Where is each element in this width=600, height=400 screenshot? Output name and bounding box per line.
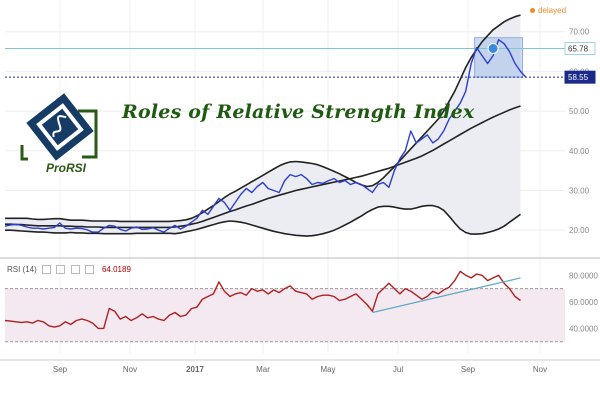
- prorsi-logo-icon: [20, 93, 98, 161]
- time-axis-label: Mar: [256, 365, 270, 374]
- rsi-band-fill: [5, 288, 565, 342]
- status-dot-icon: [530, 8, 535, 14]
- time-axis-label: Nov: [533, 365, 547, 374]
- middle-band-line: [5, 105, 521, 229]
- rsi-latest-value: 64.0189: [101, 265, 131, 274]
- logo-text: ProRSI: [46, 161, 87, 175]
- time-axis-label: Jul: [393, 365, 403, 374]
- price-badge-upper: [564, 41, 596, 55]
- time-axis-label: Nov: [123, 365, 137, 374]
- price-badge-upper-text: 65.78: [568, 44, 589, 53]
- upper-band-line: [5, 14, 521, 223]
- rsi-label: RSI (14): [7, 265, 37, 274]
- time-axis-label: Sep: [461, 365, 476, 374]
- chart-title: Roles of Relative Strength Index: [122, 101, 475, 123]
- price-axis-label: 40.00: [569, 147, 590, 156]
- price-line: [4, 39, 527, 233]
- price-axis-label: 30.00: [569, 186, 590, 195]
- rsi-line: [4, 270, 521, 330]
- rsi-trendline: [372, 277, 521, 314]
- delayed-indicator: delayed: [530, 6, 566, 15]
- more-icon[interactable]: [84, 265, 94, 275]
- time-axis-label: May: [320, 365, 335, 374]
- rsi-axis-label: 80.0000: [569, 271, 598, 280]
- price-axis-label: 50.00: [569, 107, 590, 116]
- close-icon[interactable]: [70, 265, 80, 275]
- delayed-label: delayed: [538, 6, 567, 15]
- rsi-axis-label: 60.0000: [569, 298, 598, 307]
- rsi-header: RSI (14) 64.0189: [7, 265, 131, 275]
- time-axis-label: Sep: [53, 365, 68, 374]
- settings-icon[interactable]: [56, 265, 66, 275]
- price-badge-lower: [564, 70, 596, 84]
- highlight-box: [474, 37, 524, 78]
- price-badge-lower-text: 58.55: [568, 73, 589, 82]
- rsi-axis-label: 40.0000: [569, 324, 598, 333]
- time-axis-label: 2017: [186, 365, 204, 374]
- eye-icon[interactable]: [42, 265, 52, 275]
- price-axis-label: 70.00: [569, 28, 590, 37]
- price-marker-icon: [487, 42, 499, 54]
- price-axis-label: 20.00: [569, 226, 590, 235]
- lower-band-line: [5, 204, 521, 237]
